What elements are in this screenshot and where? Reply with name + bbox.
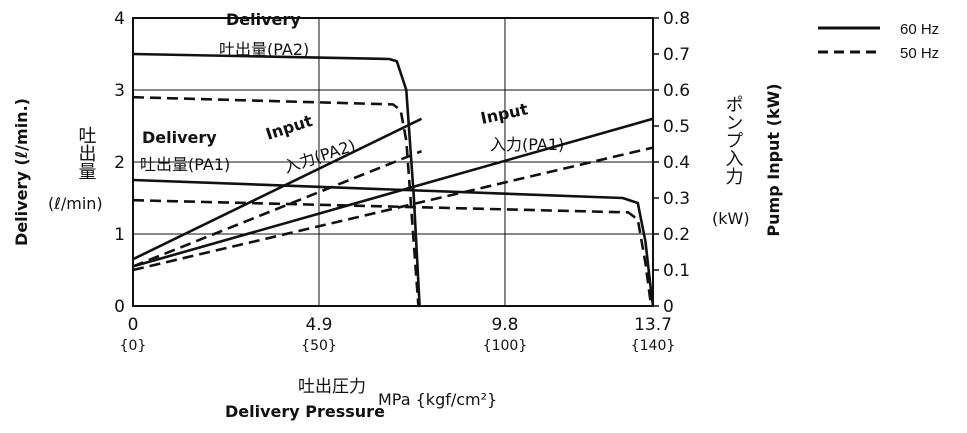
x-axis-label: Delivery Pressure xyxy=(225,402,385,421)
series-line-2 xyxy=(132,178,655,307)
x-tick-sublabel: {140} xyxy=(631,338,676,354)
annotation-pa1-delivery-ja: 吐出量(PA1) xyxy=(140,155,230,174)
x-tick-sublabel: {0} xyxy=(120,338,147,354)
right-tick-label: 0 xyxy=(663,297,674,317)
right-axis-label: Pump Input (kW) xyxy=(764,83,783,236)
x-axis-unit: MPa {kgf/cm²} xyxy=(378,390,497,409)
annotation-pa2-input-en: Input xyxy=(263,111,315,144)
left-tick-label: 0 xyxy=(114,297,125,317)
x-tick-label: 9.8 xyxy=(491,315,518,335)
right-tick-label: 0.3 xyxy=(663,189,690,209)
annotation-pa1-input-en: Input xyxy=(479,99,530,128)
annotation-pa1-delivery-en: Delivery xyxy=(142,128,217,147)
series-line-3 xyxy=(132,198,653,307)
series-line-7 xyxy=(132,146,654,272)
legend-label-50hz: 50 Hz xyxy=(900,45,939,62)
right-tick-label: 0.4 xyxy=(663,153,690,173)
x-axis-label-ja: 吐出圧力 xyxy=(298,377,366,397)
right-tick-label: 0.1 xyxy=(663,261,690,281)
series-line-4 xyxy=(132,117,423,261)
left-axis-unit: (ℓ/min) xyxy=(48,194,103,213)
tick-labels: 0 1 2 3 4 0 0.1 0.2 0.3 0.4 0.5 0.6 0.7 0.8 0 {0} 4.9 {50… xyxy=(114,9,690,354)
series-line-0 xyxy=(132,52,421,307)
x-tick-label: 13.7 xyxy=(634,315,672,335)
annotation-pa2-input-ja: 入力(PA2) xyxy=(281,136,357,177)
left-axis-label-ja: 吐出量 xyxy=(76,126,97,180)
annotation-pa2-delivery-en: Delivery xyxy=(226,10,301,29)
x-tick-label: 0 xyxy=(128,315,139,335)
annotation-pa2-delivery-ja: 吐出量(PA2) xyxy=(219,40,309,59)
x-tick-sublabel: {50} xyxy=(301,338,337,354)
left-tick-label: 1 xyxy=(114,225,125,245)
annotation-pa1-input-ja: 入力(PA1) xyxy=(490,135,564,154)
series-line-5 xyxy=(132,149,422,268)
right-tick-label: 0.2 xyxy=(663,225,690,245)
x-tick-sublabel: {100} xyxy=(483,338,528,354)
right-tick-label: 0.8 xyxy=(663,9,690,29)
right-axis-unit: (kW) xyxy=(712,209,750,228)
series-group xyxy=(132,52,655,307)
right-tick-label: 0.7 xyxy=(663,45,690,65)
left-tick-label: 4 xyxy=(114,9,125,29)
grid xyxy=(133,18,653,306)
right-axis-label-ja: ポンプ入力 xyxy=(723,95,744,185)
right-tick-label: 0.5 xyxy=(663,117,690,137)
left-tick-label: 2 xyxy=(114,153,125,173)
left-tick-label: 3 xyxy=(114,81,125,101)
legend-label-60hz: 60 Hz xyxy=(900,21,939,38)
x-tick-label: 4.9 xyxy=(305,315,332,335)
left-axis-label: Delivery (ℓ/min.) xyxy=(12,98,31,246)
legend: 60 Hz 50 Hz xyxy=(818,21,939,62)
series-line-6 xyxy=(132,117,654,268)
right-tick-label: 0.6 xyxy=(663,81,690,101)
